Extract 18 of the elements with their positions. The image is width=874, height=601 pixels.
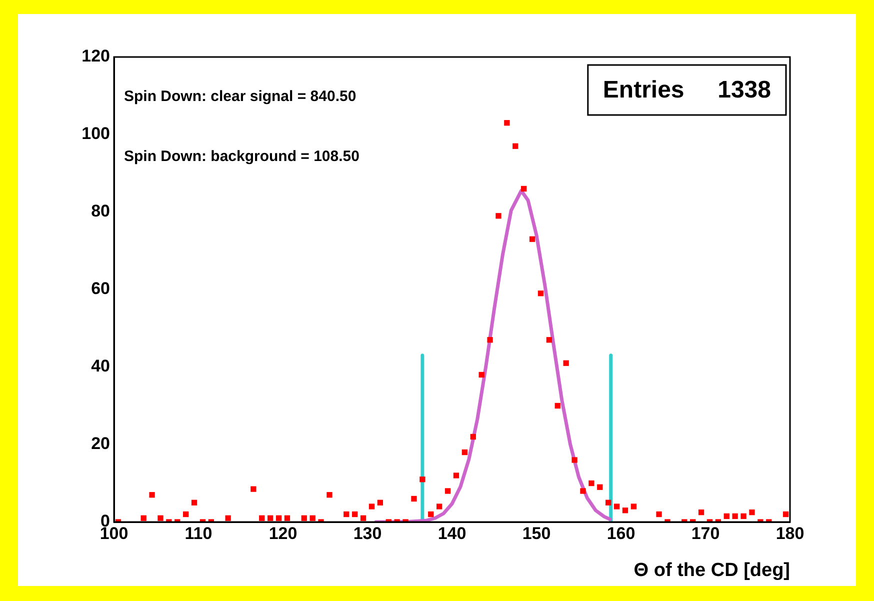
x-tick-label: 130: [353, 524, 382, 543]
annotation: Spin Down: background = 108.50: [124, 148, 360, 166]
annotation: Entries 1338: [602, 76, 771, 104]
y-tick-label: 40: [91, 356, 110, 376]
x-tick-label: 120: [268, 524, 298, 543]
x-tick-label: 140: [438, 524, 466, 543]
y-tick-label: 120: [82, 46, 110, 66]
y-tick-label: 60: [91, 279, 110, 298]
annotation: Spin Down: clear signal = 840.50: [124, 88, 356, 106]
x-axis-title: Θ of the CD [deg]: [634, 560, 790, 581]
y-tick-label: 100: [82, 124, 110, 144]
x-tick-label: 180: [776, 524, 804, 543]
y-tick-label: 80: [91, 202, 110, 221]
x-tick-label: 150: [522, 524, 551, 543]
x-tick-label: 160: [606, 524, 636, 543]
y-tick-label: 20: [91, 434, 110, 454]
x-tick-label: 110: [184, 524, 212, 543]
x-tick-label: 170: [691, 524, 720, 543]
